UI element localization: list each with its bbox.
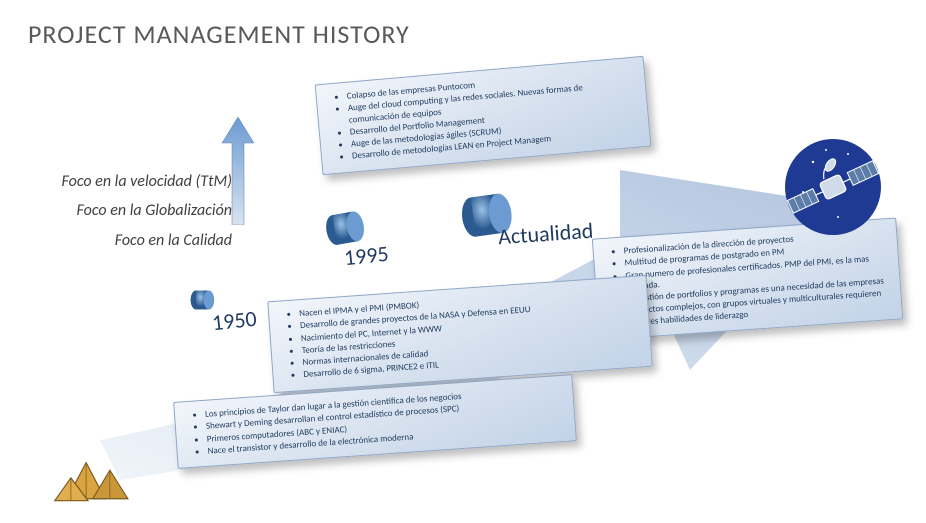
year-1950: 1950 <box>211 305 258 337</box>
pyramids-icon <box>50 440 145 510</box>
focus-label-speed: Foco en la velocidad (TtM) <box>0 172 232 191</box>
card-1950: Los principios de Taylor dan lugar a la … <box>173 374 577 469</box>
satellite-icon <box>778 132 888 242</box>
focus-label-globalization: Foco en la Globalización <box>0 201 232 220</box>
year-1995: 1995 <box>343 240 390 272</box>
year-actual: Actualidad <box>497 217 594 251</box>
card-1995: Nacen el IPMA y el PMI (PMBOK) Desarroll… <box>267 275 652 393</box>
page-title: PROJECT MANAGEMENT HISTORY <box>28 18 410 50</box>
cylinder-1950 <box>190 289 216 311</box>
focus-label-quality: Foco en la Calidad <box>0 231 232 250</box>
card-actualidad: Colapso de las empresas Puntocom Auge de… <box>315 56 652 175</box>
